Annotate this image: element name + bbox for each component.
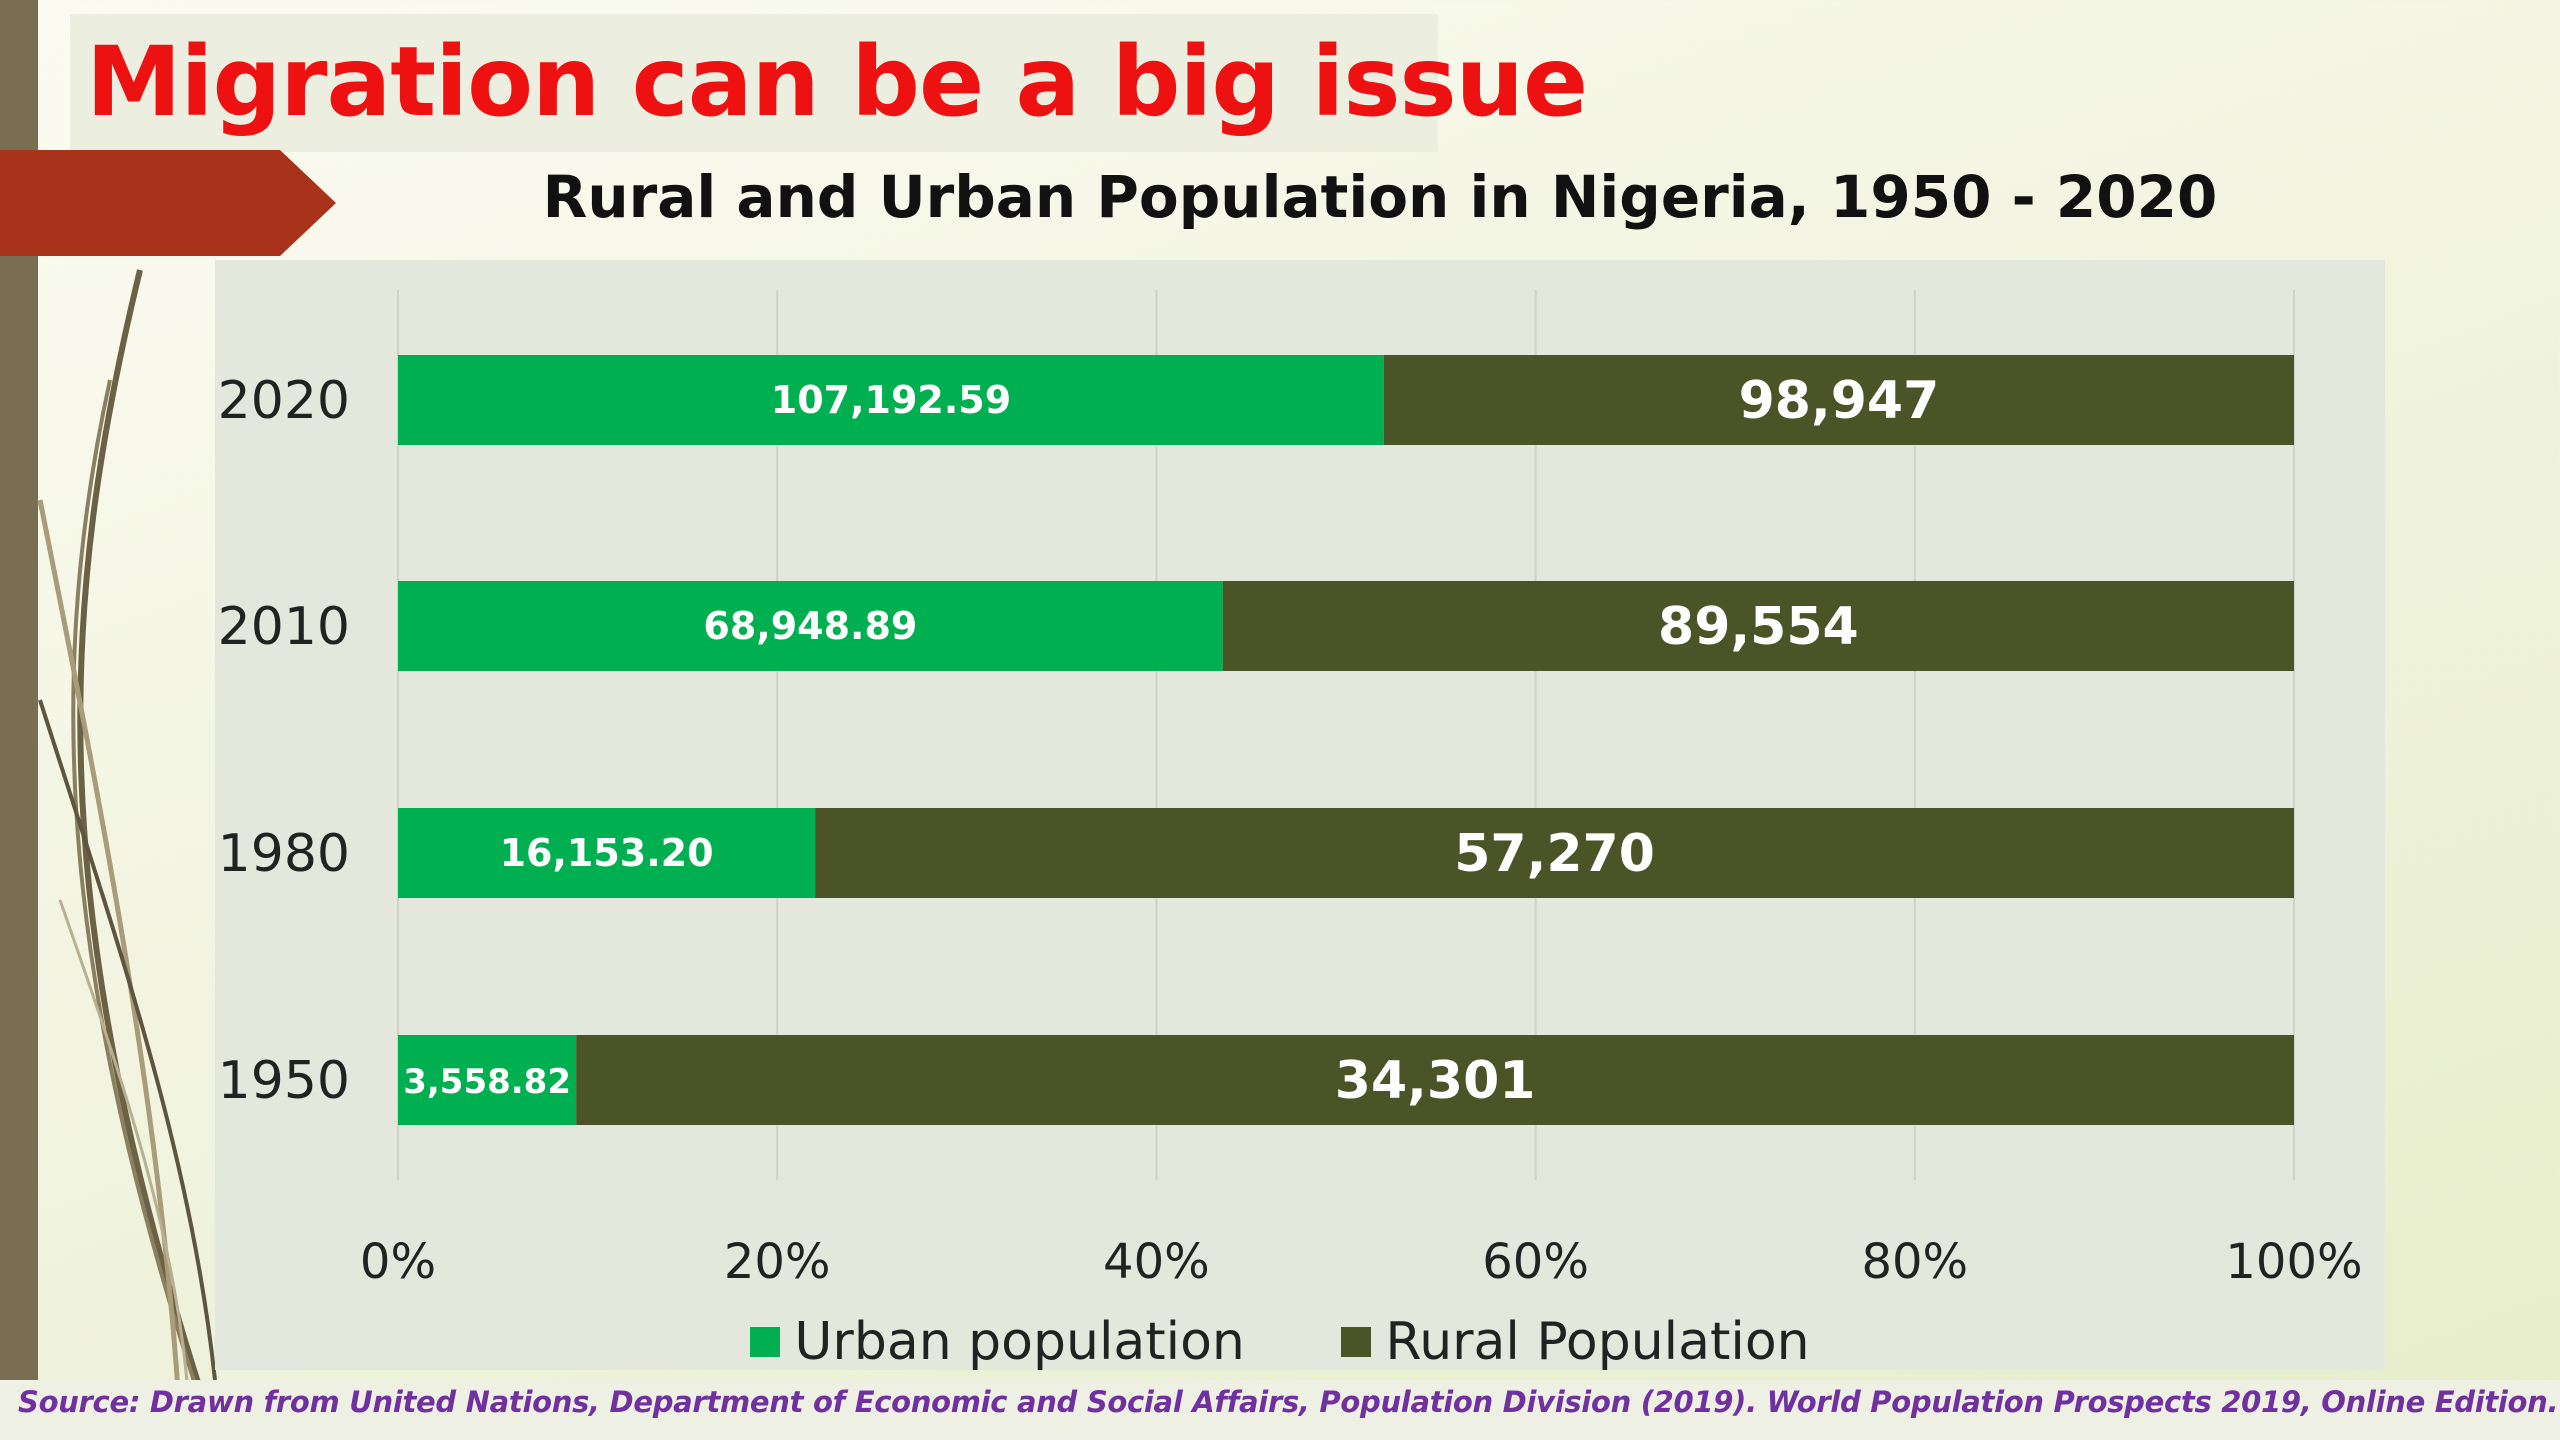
data-label-rural: 89,554 xyxy=(1658,597,1859,657)
legend-swatch-urban xyxy=(750,1327,781,1357)
bar-segment-urban xyxy=(398,581,1223,671)
x-tick-label: 40% xyxy=(1103,1234,1210,1290)
data-label-rural: 98,947 xyxy=(1739,371,1940,431)
x-tick-label: 60% xyxy=(1482,1234,1589,1290)
footer-band xyxy=(0,1380,2560,1440)
bar-segment-urban xyxy=(398,355,1384,445)
legend-item-rural: Rural Population xyxy=(1341,1312,1810,1372)
y-category-label: 2010 xyxy=(218,597,350,657)
y-category-label: 1980 xyxy=(218,824,350,884)
arrow-banner-icon xyxy=(0,150,336,256)
x-tick-label: 20% xyxy=(724,1234,831,1290)
chart-legend: Urban population Rural Population xyxy=(0,1310,2560,1372)
data-label-urban: 3,558.82 xyxy=(403,1062,571,1102)
legend-label-rural: Rural Population xyxy=(1385,1312,1810,1372)
bar-segment-urban xyxy=(398,808,816,898)
data-label-urban: 68,948.89 xyxy=(703,604,917,648)
decorative-grass-strokes xyxy=(37,269,217,1421)
x-tick-label: 80% xyxy=(1861,1234,1968,1290)
source-citation: Source: Drawn from United Nations, Depar… xyxy=(18,1385,2560,1419)
x-tick-label: 100% xyxy=(2225,1234,2362,1290)
legend-item-urban: Urban population xyxy=(750,1312,1245,1372)
data-label-rural: 57,270 xyxy=(1454,824,1655,884)
chart-title: Rural and Urban Population in Nigeria, 1… xyxy=(542,163,2218,231)
y-category-label: 1950 xyxy=(218,1051,350,1111)
x-tick-label: 0% xyxy=(360,1234,436,1290)
bar-segment-rural xyxy=(815,808,2294,898)
bar-segment-rural xyxy=(576,1035,2294,1125)
data-label-urban: 107,192.59 xyxy=(771,378,1011,422)
bar-segment-rural xyxy=(1383,355,2294,445)
data-label-rural: 34,301 xyxy=(1335,1051,1536,1111)
data-label-urban: 16,153.20 xyxy=(500,831,714,875)
title-backdrop xyxy=(70,14,1438,152)
legend-label-urban: Urban population xyxy=(794,1312,1245,1372)
bar-segment-rural xyxy=(1222,581,2294,671)
y-category-label: 2020 xyxy=(218,371,350,431)
legend-swatch-rural xyxy=(1341,1327,1372,1357)
slide-title: Migration can be a big issue xyxy=(86,26,1588,138)
bar-segment-urban xyxy=(398,1035,577,1125)
